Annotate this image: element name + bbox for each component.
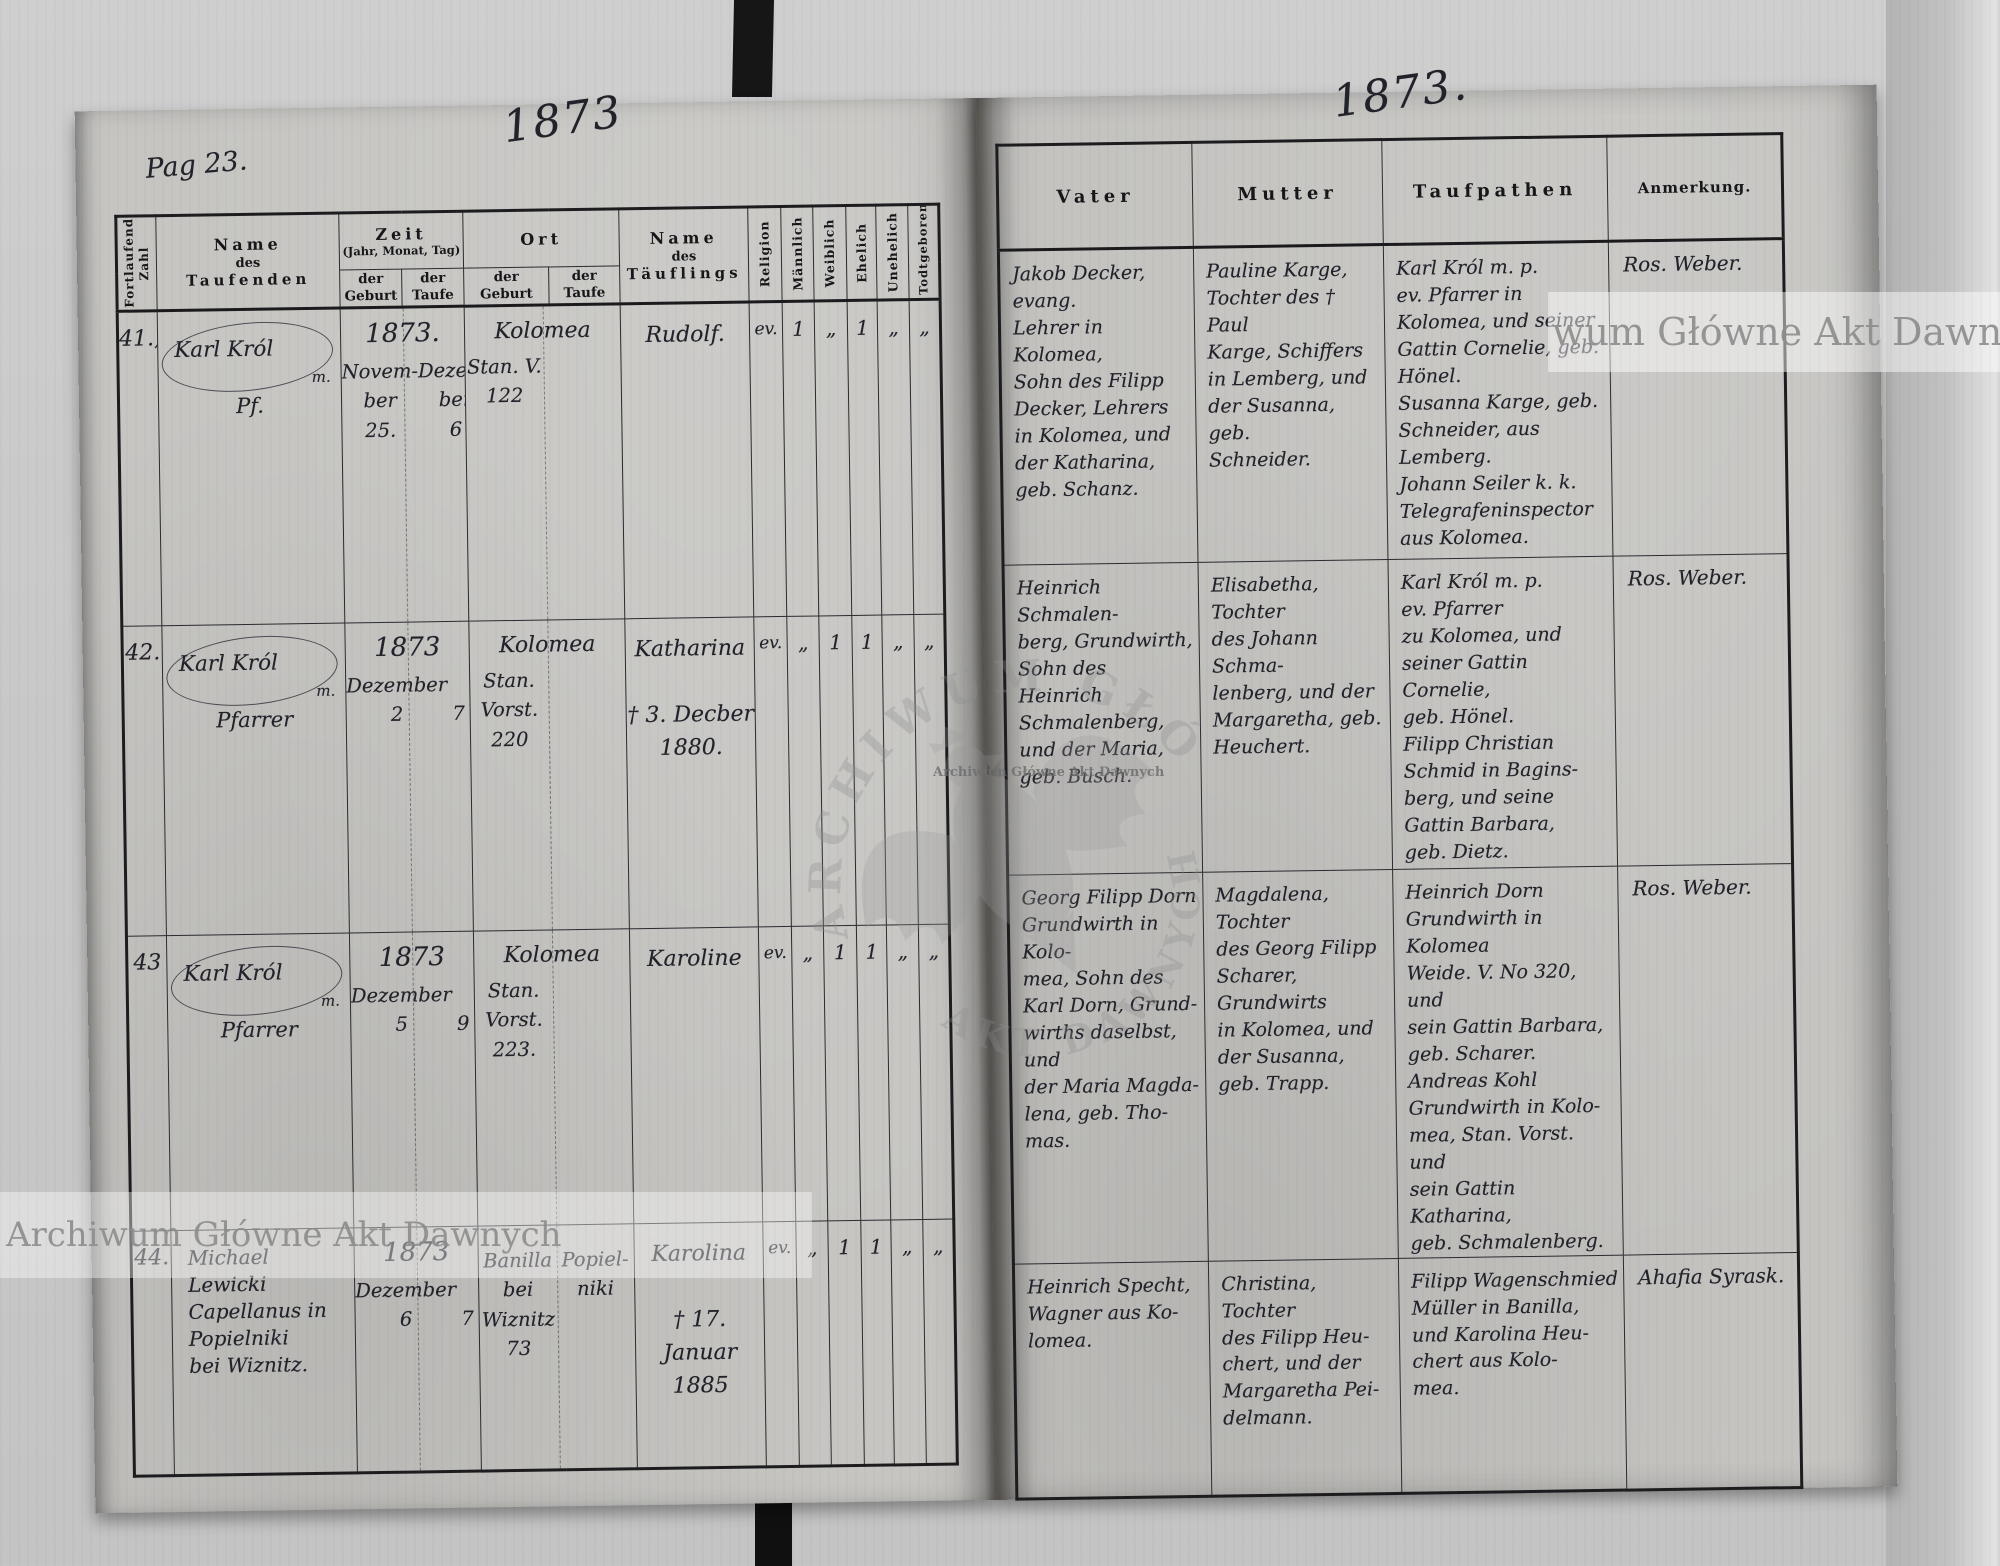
- cell-vater: Heinrich Specht, Wagner aus Ko- lomea.: [1013, 1260, 1212, 1499]
- cell-mutter: Elisabetha, Tochter des Johann Schma- le…: [1198, 559, 1393, 873]
- binding-strip-bottom: [755, 1494, 792, 1566]
- watermark-band-top-right: wum Główne Akt Dawnych: [1548, 292, 2000, 372]
- header-maennlich: Männlich: [780, 206, 815, 302]
- header-vater: Vater: [996, 142, 1194, 251]
- register-row-43-details: Georg Filipp Dorn Grundwirth in Kolo- me…: [1007, 863, 1799, 1264]
- binding-strip-top: [731, 0, 775, 97]
- cell-religion: ev.: [749, 301, 787, 617]
- cell-mutter: Pauline Karge, Tochter des † Paul Karge,…: [1193, 244, 1388, 563]
- watermark-text: wum Główne Akt Dawnych: [1552, 310, 2000, 354]
- watermark-text: Archiwum Główne Akt Dawnych: [6, 1215, 562, 1255]
- cell-todtgeboren: „: [909, 299, 945, 615]
- cell-weiblich: 1: [823, 925, 861, 1221]
- cell-taufender: Karl Król m. Pf.: [157, 308, 345, 626]
- cell-vater: Heinrich Schmalen- berg, Grundwirth, Soh…: [1003, 562, 1203, 876]
- cell-taufender: Karl Król m. Pfarrer: [161, 622, 350, 936]
- cell-taeufling: Rudolf.: [620, 301, 754, 619]
- header-name-taeuflings: Name des Täuflings: [618, 206, 750, 304]
- cell-todtgeboren: „: [918, 924, 954, 1220]
- cell-religion: ev.: [753, 616, 792, 927]
- scanner-background-edge: [1886, 0, 2000, 1566]
- register-row-44-details: Heinrich Specht, Wagner aus Ko- lomea. C…: [1013, 1252, 1802, 1499]
- cell-zeit: 1873 Dezember 2 7: [344, 621, 474, 933]
- cell-religion: ev.: [758, 926, 796, 1222]
- cell-anmerkung: Ahafia Syrask.: [1623, 1252, 1802, 1490]
- cell-mutter: Christina, Tochter des Filipp Heu- chert…: [1208, 1257, 1402, 1496]
- header-taufpathen: Taufpathen: [1381, 136, 1609, 245]
- cell-unehelich: „: [890, 1219, 927, 1465]
- register-row-41-details: Jakob Decker, evang. Lehrer in Kolomea, …: [998, 238, 1788, 566]
- header-weiblich: Weiblich: [812, 205, 848, 301]
- baptism-register-left-table: Fortlaufende Zahl Name des Taufenden Zei…: [114, 202, 959, 1478]
- header-unehelich: Unehelich: [875, 204, 910, 301]
- cell-maennlich: „: [786, 615, 824, 927]
- cell-zeit: 1873 Dezember 5 9: [349, 931, 478, 1228]
- header-ort-taufe: der Taufe: [548, 265, 621, 305]
- cell-unehelich: „: [877, 299, 914, 616]
- watermark-band-bottom-left: Archiwum Główne Akt Dawnych: [0, 1192, 812, 1278]
- cell-vater: Georg Filipp Dorn Grundwirth in Kolo- me…: [1007, 872, 1209, 1264]
- cell-ehelich: 1: [856, 924, 891, 1221]
- cell-taufpathen: Heinrich Dorn Grundwirth in Kolomea Weid…: [1392, 866, 1624, 1258]
- register-row-43: 43 Karl Król m. Pfarrer 1873 Dezember 5 …: [126, 924, 954, 1232]
- cell-weiblich: „: [814, 300, 852, 616]
- cell-ort: Kolomea Stan. Vorst. 220: [468, 618, 630, 932]
- header-ehelich: Ehelich: [845, 205, 878, 301]
- cell-ort: Kolomea Stan. Vorst. 223.: [473, 928, 634, 1227]
- register-row-42: 42. Karl Król m. Pfarrer 1873 Dezember 2…: [121, 614, 950, 937]
- header-ort-geburt: der Geburt: [463, 266, 550, 307]
- cell-vater: Jakob Decker, evang. Lehrer in Kolomea, …: [998, 247, 1199, 566]
- cell-zeit: 1873. Novem- ber 25. Dezem- ber 6: [340, 306, 469, 623]
- header-anmerkung: Anmerkung.: [1606, 133, 1784, 242]
- header-zeit-geburt: der Geburt: [339, 269, 403, 309]
- cell-number: 41.,: [117, 310, 162, 627]
- cell-taufpathen: Karl Król m. p. ev. Pfarrer in Kolomea, …: [1383, 241, 1613, 560]
- cell-ort: Kolomea Stan. V. 122: [464, 303, 625, 622]
- cell-mutter: Magdalena, Tochter des Georg Filipp Scha…: [1202, 869, 1399, 1261]
- cell-anmerkung: Ros. Weber.: [1617, 863, 1799, 1255]
- cell-weiblich: 1: [827, 1220, 865, 1466]
- header-zeit-taufe: der Taufe: [401, 268, 465, 308]
- register-row-41: 41., Karl Król m. Pf. 1873. Novem- ber 2…: [117, 299, 945, 627]
- cell-taeufling: Katharina † 3. Decber 1880.: [624, 616, 759, 929]
- cell-unehelich: „: [881, 614, 919, 925]
- header-name-taufenden: Name des Taufenden: [155, 213, 341, 311]
- cell-todtgeboren: „: [922, 1219, 958, 1465]
- cell-taufender: Karl Król m. Pfarrer: [166, 932, 354, 1231]
- cell-weiblich: 1: [818, 615, 857, 926]
- cell-anmerkung: Ros. Weber.: [1608, 238, 1788, 557]
- header-fortlaufende-zahl: Fortlaufende Zahl: [115, 215, 158, 312]
- header-mutter: Mutter: [1191, 139, 1384, 248]
- cell-maennlich: „: [791, 925, 828, 1222]
- cell-maennlich: 1: [782, 300, 819, 617]
- watermark-small-center: Archiwum Główne Akt Dawnych: [933, 765, 1165, 780]
- cell-number: 43: [126, 935, 171, 1232]
- header-ort: Ort: [462, 208, 620, 269]
- cell-ehelich: 1: [847, 300, 882, 616]
- cell-taeufling: Karoline: [629, 926, 763, 1224]
- header-zeit: Zeit (Jahr, Monat, Tag): [338, 211, 464, 271]
- cell-taufpathen: Filipp Wagenschmied Müller in Banilla, u…: [1398, 1254, 1627, 1493]
- header-religion: Religion: [747, 206, 783, 302]
- register-row-42-details: Heinrich Schmalen- berg, Grundwirth, Soh…: [1003, 553, 1793, 876]
- cell-ehelich: 1: [860, 1219, 895, 1466]
- cell-number: 42.: [121, 625, 167, 937]
- cell-ehelich: 1: [851, 615, 887, 926]
- cell-anmerkung: Ros. Weber.: [1612, 553, 1793, 867]
- cell-taufpathen: Karl Król m. p. ev. Pfarrer zu Kolomea, …: [1387, 556, 1618, 870]
- header-todtgeboren: Todtgeboren: [907, 204, 941, 300]
- cell-unehelich: „: [886, 924, 923, 1220]
